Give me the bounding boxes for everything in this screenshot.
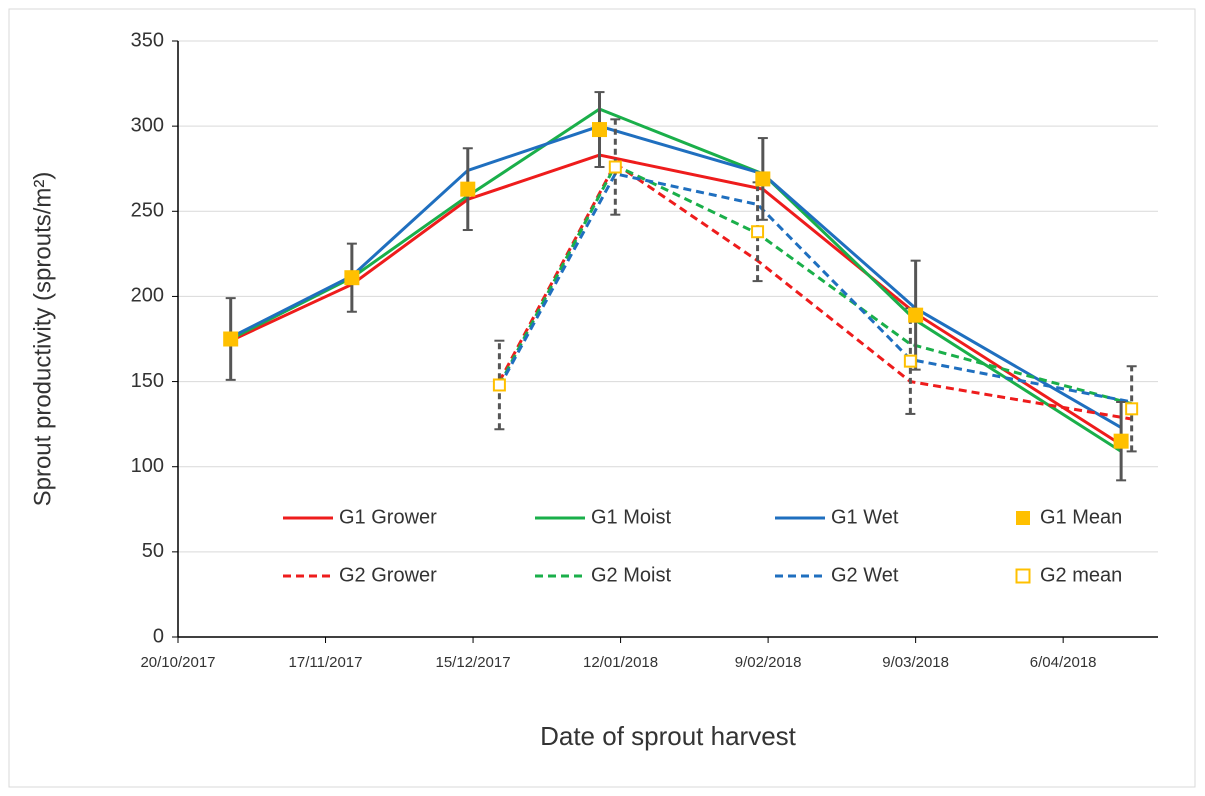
x-tick-label: 6/04/2018: [1030, 654, 1097, 671]
legend-label: G2 Grower: [339, 564, 437, 586]
marker: [755, 171, 771, 187]
x-tick-label: 9/02/2018: [735, 654, 802, 671]
marker: [492, 378, 506, 392]
y-tick-label: 0: [153, 625, 164, 647]
marker: [344, 270, 360, 286]
y-tick-label: 300: [131, 114, 164, 136]
y-tick-label: 100: [131, 455, 164, 477]
marker: [223, 331, 239, 347]
legend-swatch: [1016, 511, 1030, 525]
marker: [460, 181, 476, 197]
x-axis-label: Date of sprout harvest: [540, 721, 797, 751]
x-tick-label: 17/11/2017: [289, 654, 363, 671]
marker: [908, 307, 924, 323]
y-tick-label: 150: [131, 370, 164, 392]
legend-label: G1 Moist: [591, 506, 671, 528]
marker: [608, 160, 622, 174]
legend-label: G2 Wet: [831, 564, 899, 586]
y-tick-label: 250: [131, 200, 164, 222]
series-line: [498, 172, 1132, 404]
legend-label: G1 Grower: [339, 506, 437, 528]
x-tick-label: 20/10/2017: [140, 654, 215, 671]
chart-frame: [8, 8, 1196, 788]
legend-label: G2 mean: [1040, 564, 1122, 586]
legend-label: G2 Moist: [591, 564, 671, 586]
marker: [903, 354, 917, 368]
y-tick-label: 350: [131, 29, 164, 51]
x-tick-label: 9/03/2018: [882, 654, 949, 671]
marker: [1125, 402, 1139, 416]
marker: [1113, 433, 1129, 449]
legend-label: G1 Mean: [1040, 506, 1122, 528]
y-tick-label: 50: [142, 540, 164, 562]
legend-swatch: [1015, 568, 1031, 584]
y-tick-label: 200: [131, 285, 164, 307]
x-tick-label: 12/01/2018: [583, 654, 658, 671]
marker: [751, 225, 765, 239]
y-axis-label: Sprout productivity (sprouts/m²): [29, 172, 56, 507]
marker: [592, 122, 608, 138]
x-tick-label: 15/12/2017: [436, 654, 511, 671]
legend-label: G1 Wet: [831, 506, 899, 528]
